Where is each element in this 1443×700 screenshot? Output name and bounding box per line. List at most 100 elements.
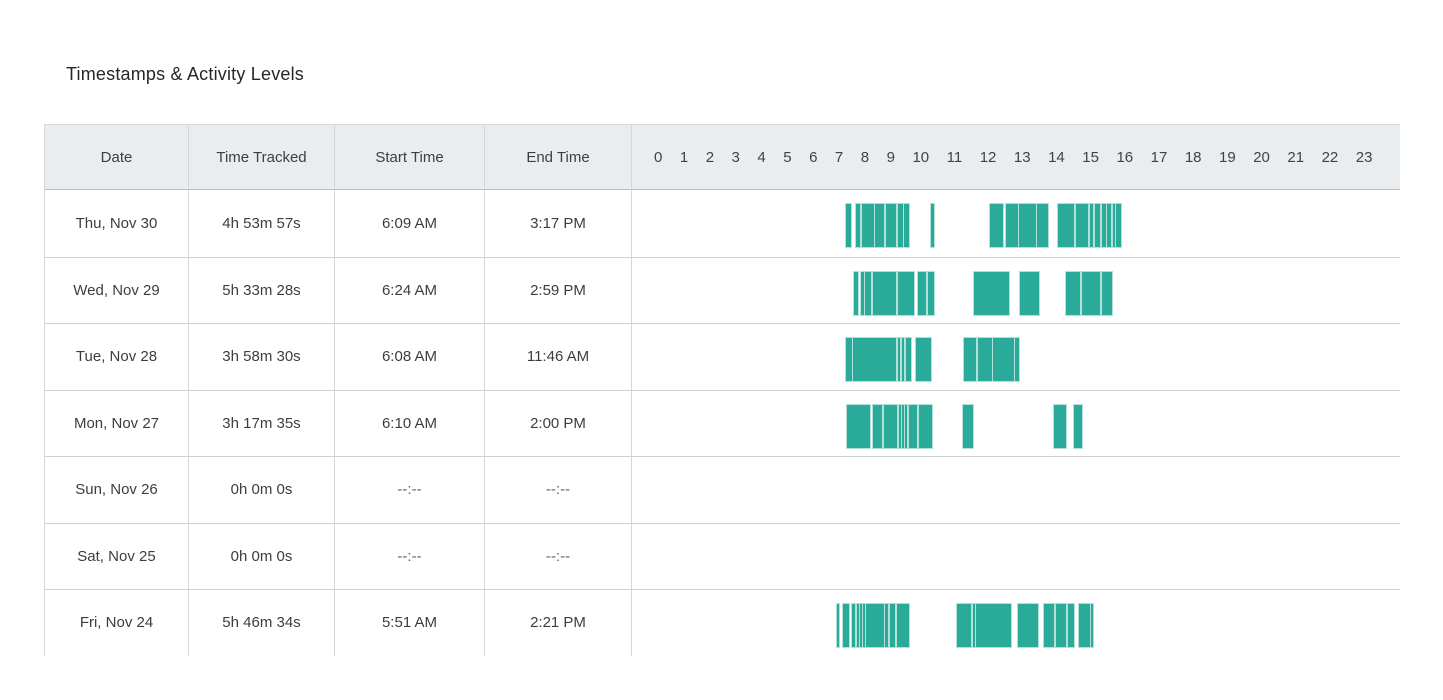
- hour-label: 1: [679, 148, 689, 166]
- activity-bar[interactable]: [1116, 204, 1121, 247]
- activity-bar[interactable]: [1090, 204, 1094, 247]
- hour-label: 15: [1082, 148, 1099, 166]
- activity-bar[interactable]: [872, 271, 897, 315]
- activity-bar[interactable]: [1112, 204, 1116, 247]
- hour-label: 20: [1253, 148, 1270, 166]
- activity-timeline-cell: [632, 190, 1400, 257]
- activity-bar[interactable]: [860, 604, 862, 647]
- activity-bar[interactable]: [1082, 271, 1100, 315]
- activity-bar[interactable]: [866, 604, 884, 647]
- hour-label: 19: [1219, 148, 1236, 166]
- activity-bar[interactable]: [972, 604, 975, 647]
- date-cell: Sun, Nov 26: [45, 457, 189, 523]
- activity-bar[interactable]: [1078, 604, 1090, 647]
- activity-bar[interactable]: [861, 204, 874, 247]
- activity-bar[interactable]: [854, 271, 859, 315]
- date-cell: Mon, Nov 27: [45, 390, 189, 456]
- activity-bar[interactable]: [905, 404, 908, 448]
- hour-label: 11: [946, 148, 963, 166]
- column-header-date: Date: [45, 125, 189, 189]
- hour-label: 7: [834, 148, 844, 166]
- activity-bar[interactable]: [964, 338, 977, 381]
- activity-bar[interactable]: [1019, 204, 1036, 247]
- activity-bar[interactable]: [906, 338, 912, 381]
- activity-bar[interactable]: [917, 271, 926, 315]
- table-row: Fri, Nov 24 5h 46m 34s 5:51 AM 2:21 PM: [45, 589, 1400, 656]
- activity-bar[interactable]: [927, 271, 935, 315]
- activity-bar[interactable]: [901, 338, 905, 381]
- activity-bar[interactable]: [1005, 204, 1018, 247]
- activity-bar[interactable]: [909, 404, 917, 448]
- activity-bar[interactable]: [1076, 204, 1089, 247]
- activity-bar[interactable]: [931, 204, 934, 247]
- activity-bar[interactable]: [889, 604, 895, 647]
- activity-bar[interactable]: [1091, 604, 1094, 647]
- activity-bar[interactable]: [1102, 204, 1106, 247]
- activity-bar[interactable]: [1066, 271, 1081, 315]
- activity-bar[interactable]: [856, 204, 861, 247]
- activity-bar[interactable]: [1107, 204, 1111, 247]
- activity-bar[interactable]: [1094, 204, 1101, 247]
- activity-bar[interactable]: [1054, 404, 1067, 448]
- activity-bar[interactable]: [897, 338, 900, 381]
- time-tracked-cell: 5h 33m 28s: [189, 257, 335, 323]
- activity-bar[interactable]: [897, 271, 915, 315]
- activity-bar[interactable]: [1018, 604, 1038, 647]
- hour-label: 16: [1116, 148, 1134, 166]
- activity-bar[interactable]: [862, 604, 865, 647]
- activity-bar[interactable]: [851, 604, 856, 647]
- activity-bar[interactable]: [903, 204, 909, 247]
- activity-bar[interactable]: [1055, 604, 1067, 647]
- time-tracked-cell: 3h 58m 30s: [189, 324, 335, 390]
- activity-bar[interactable]: [899, 404, 902, 448]
- activity-bar[interactable]: [885, 204, 897, 247]
- activity-bar[interactable]: [990, 204, 1003, 247]
- activity-bar[interactable]: [1044, 604, 1055, 647]
- hour-label: 12: [979, 148, 997, 166]
- table-row: Mon, Nov 27 3h 17m 35s 6:10 AM 2:00 PM: [45, 389, 1400, 457]
- activity-bar[interactable]: [884, 604, 888, 647]
- activity-bar[interactable]: [897, 604, 910, 647]
- start-time-cell: --:--: [335, 523, 485, 589]
- activity-bar[interactable]: [915, 338, 931, 381]
- activity-bar[interactable]: [1037, 204, 1049, 247]
- activity-bar[interactable]: [993, 338, 1014, 381]
- activity-bar[interactable]: [875, 204, 885, 247]
- activity-bar[interactable]: [956, 604, 971, 647]
- activity-bar[interactable]: [860, 271, 864, 315]
- activity-bar[interactable]: [864, 271, 872, 315]
- activity-bar[interactable]: [842, 604, 850, 647]
- activity-bar[interactable]: [1015, 338, 1019, 381]
- activity-bar[interactable]: [847, 404, 871, 448]
- activity-bar[interactable]: [902, 404, 905, 448]
- activity-bar[interactable]: [978, 338, 992, 381]
- activity-bar[interactable]: [976, 604, 1011, 647]
- end-time-cell: --:--: [485, 457, 632, 523]
- activity-bar[interactable]: [919, 404, 933, 448]
- activity-bar[interactable]: [853, 338, 896, 381]
- end-time-cell: 3:17 PM: [485, 190, 632, 257]
- activity-bar[interactable]: [883, 404, 898, 448]
- activity-bar[interactable]: [1074, 404, 1083, 448]
- activity-bar[interactable]: [1020, 271, 1040, 315]
- activity-bar[interactable]: [1057, 204, 1075, 247]
- activity-bar[interactable]: [974, 271, 1010, 315]
- hour-label: 2: [705, 148, 715, 166]
- activity-bar[interactable]: [872, 404, 883, 448]
- activity-bar[interactable]: [962, 404, 973, 448]
- activity-bar[interactable]: [837, 604, 840, 647]
- hour-label: 10: [912, 148, 930, 166]
- activity-timeline-cell: [632, 324, 1400, 390]
- activity-bar[interactable]: [897, 204, 903, 247]
- activity-bar[interactable]: [1067, 604, 1075, 647]
- column-header-start-time: Start Time: [335, 125, 485, 189]
- activity-bar[interactable]: [846, 204, 851, 247]
- activity-bar[interactable]: [856, 604, 859, 647]
- table-row: Sun, Nov 26 0h 0m 0s --:-- --:--: [45, 456, 1400, 523]
- activity-timeline-cell: [632, 391, 1400, 457]
- table-row: Sat, Nov 25 0h 0m 0s --:-- --:--: [45, 522, 1400, 589]
- activity-bar[interactable]: [1101, 271, 1112, 315]
- activity-bar[interactable]: [846, 338, 853, 381]
